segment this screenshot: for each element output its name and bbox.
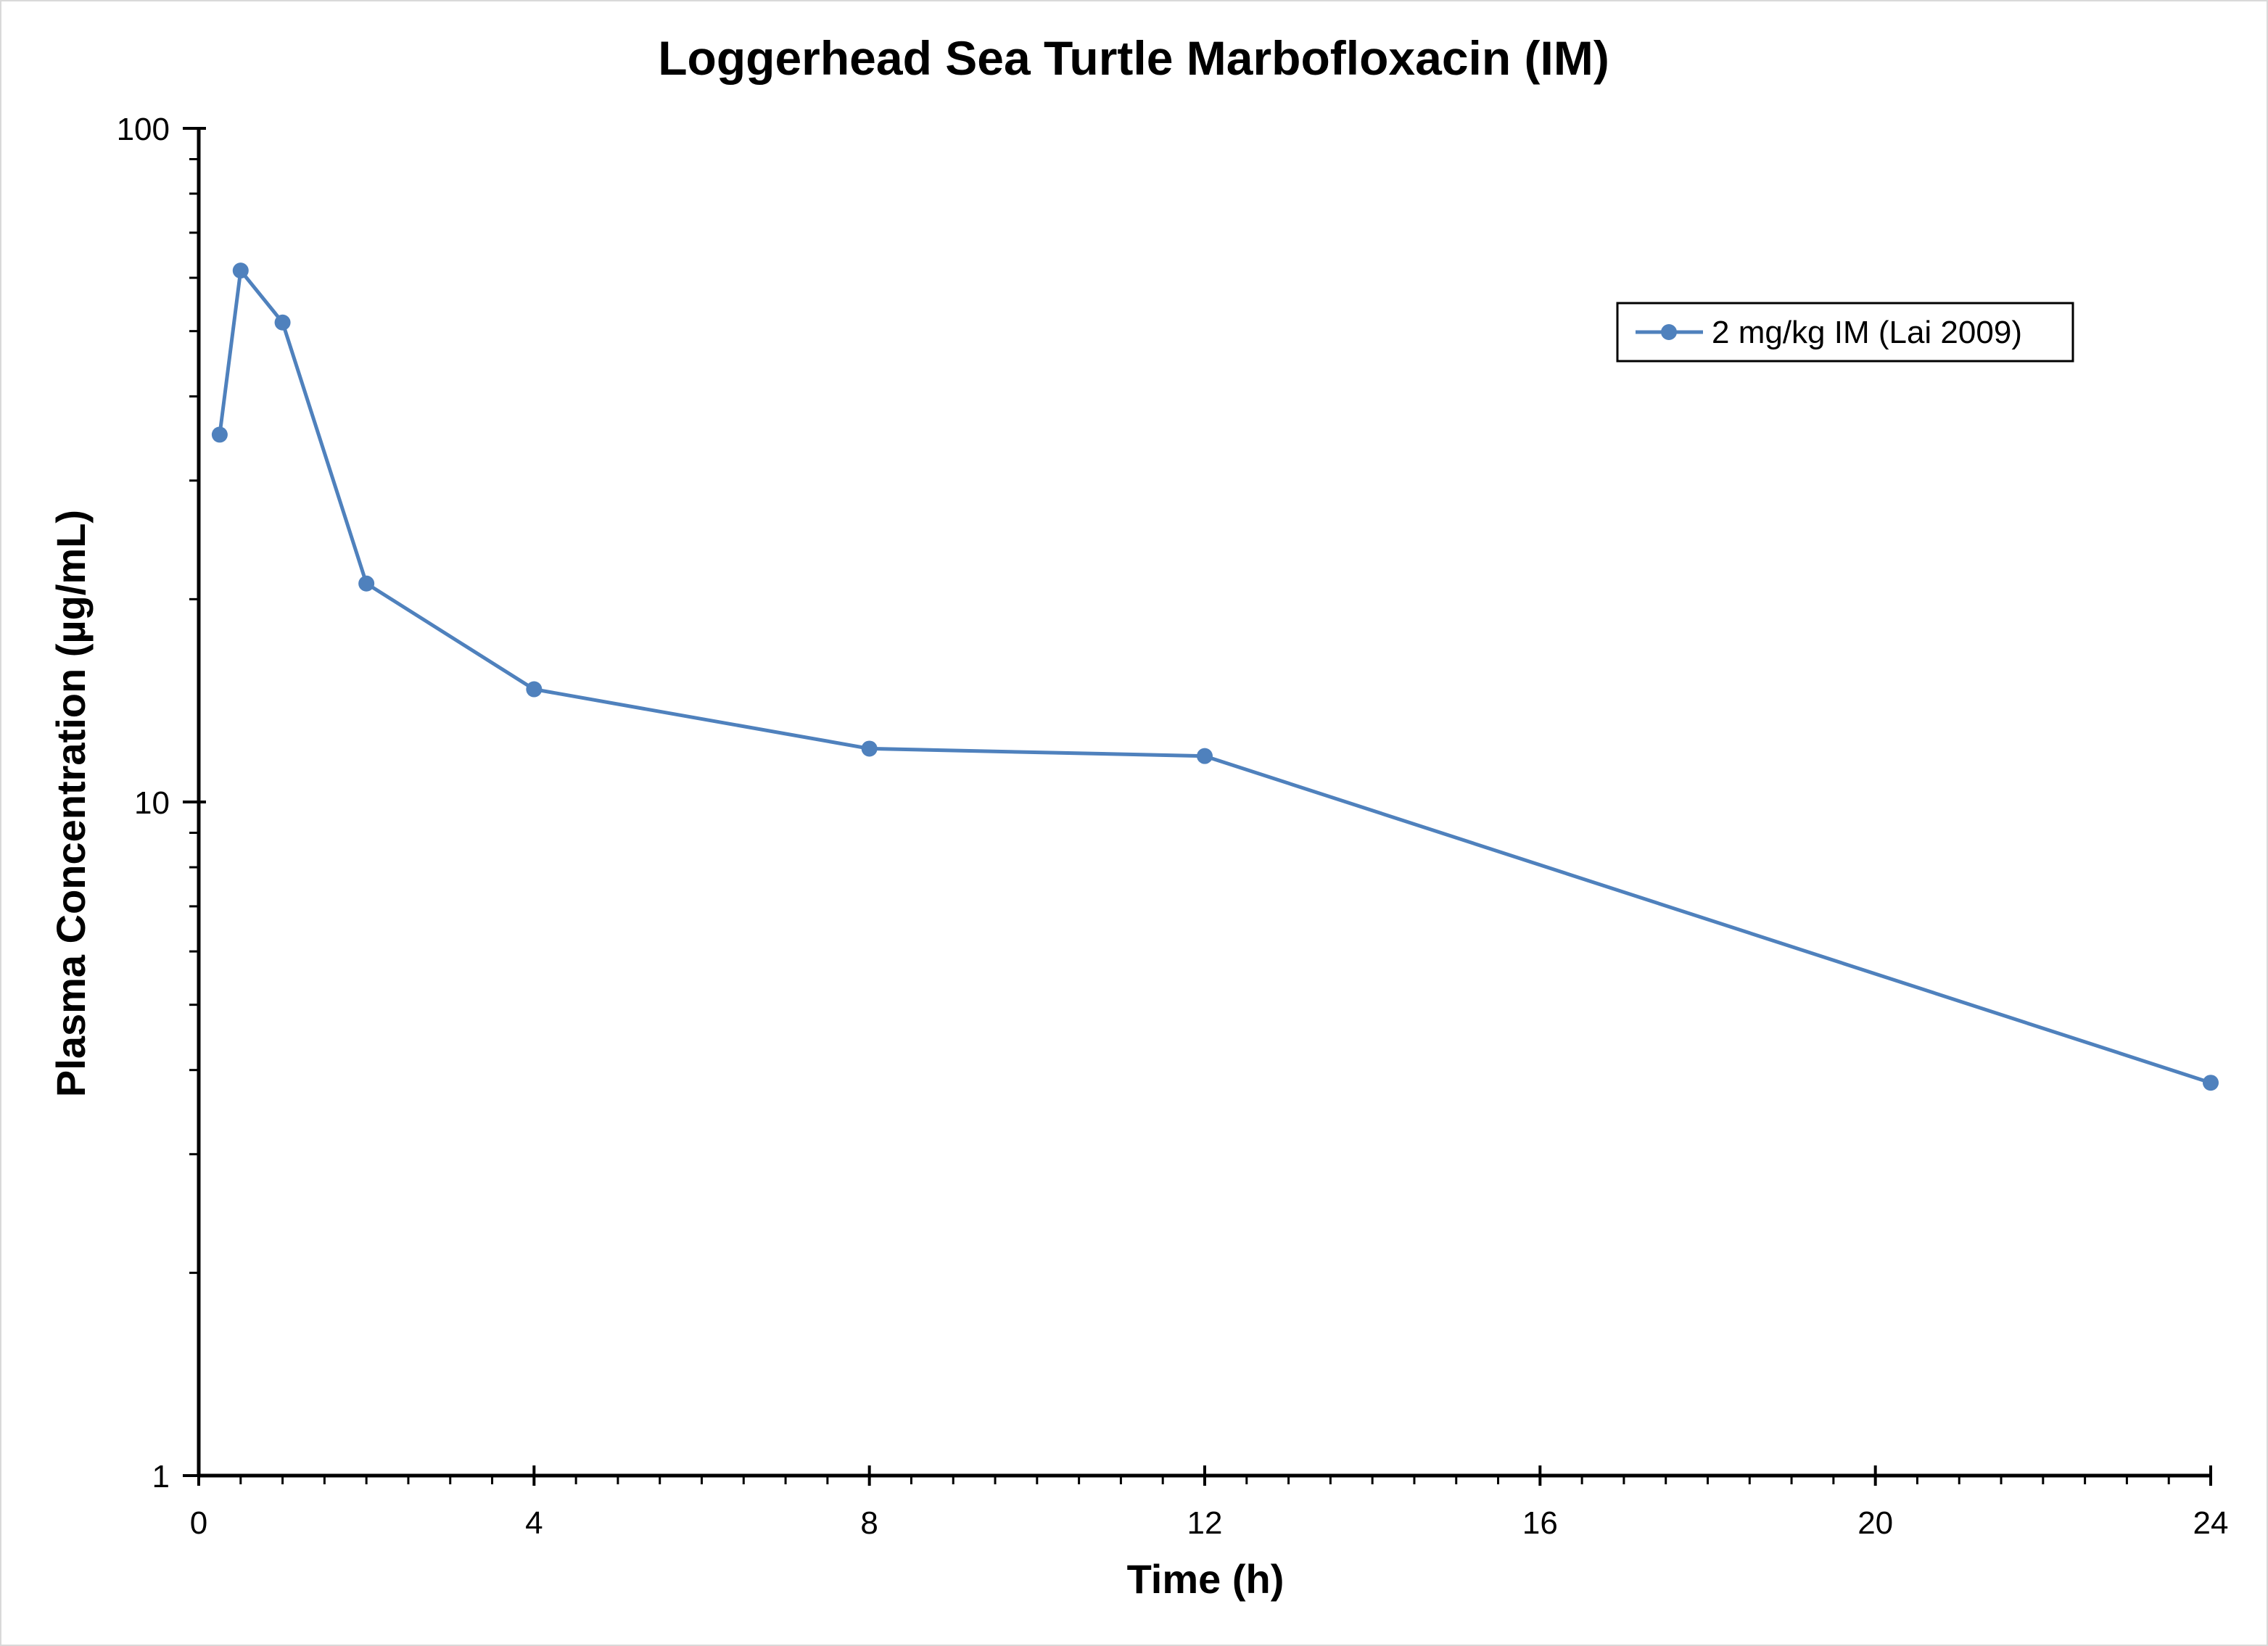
data-point xyxy=(232,262,249,279)
data-point xyxy=(274,314,291,331)
y-tick-label: 10 xyxy=(134,785,170,821)
y-tick-label: 100 xyxy=(117,112,170,147)
x-axis-label: Time (h) xyxy=(1127,1556,1284,1602)
data-point xyxy=(358,575,375,592)
axis-ticks xyxy=(183,127,2212,1486)
x-tick-label: 20 xyxy=(1857,1505,1893,1541)
series-line xyxy=(218,268,2211,1085)
data-point xyxy=(211,426,228,443)
x-tick-label: 4 xyxy=(525,1505,543,1541)
y-axis-label: Plasma Concentration (µg/mL) xyxy=(48,510,94,1097)
x-tick-label: 8 xyxy=(860,1505,878,1541)
data-point xyxy=(1197,748,1213,764)
series-layer xyxy=(211,262,2219,1091)
x-tick-label: 0 xyxy=(190,1505,207,1541)
x-tick-label: 24 xyxy=(2193,1505,2229,1541)
legend-marker xyxy=(1661,324,1677,340)
x-tick-label: 16 xyxy=(1522,1505,1558,1541)
data-point xyxy=(526,681,543,698)
chart-title: Loggerhead Sea Turtle Marbofloxacin (IM) xyxy=(658,31,1609,85)
y-tick-label: 1 xyxy=(152,1459,170,1494)
legend-label: 2 mg/kg IM (Lai 2009) xyxy=(1712,315,2022,350)
data-point xyxy=(861,740,878,757)
x-tick-label: 12 xyxy=(1187,1505,1223,1541)
tick-labels: 0 4 8 12 16 20 24 1 10 100 xyxy=(117,112,2229,1541)
data-point xyxy=(2203,1075,2219,1091)
legend: 2 mg/kg IM (Lai 2009) xyxy=(1616,302,2074,363)
